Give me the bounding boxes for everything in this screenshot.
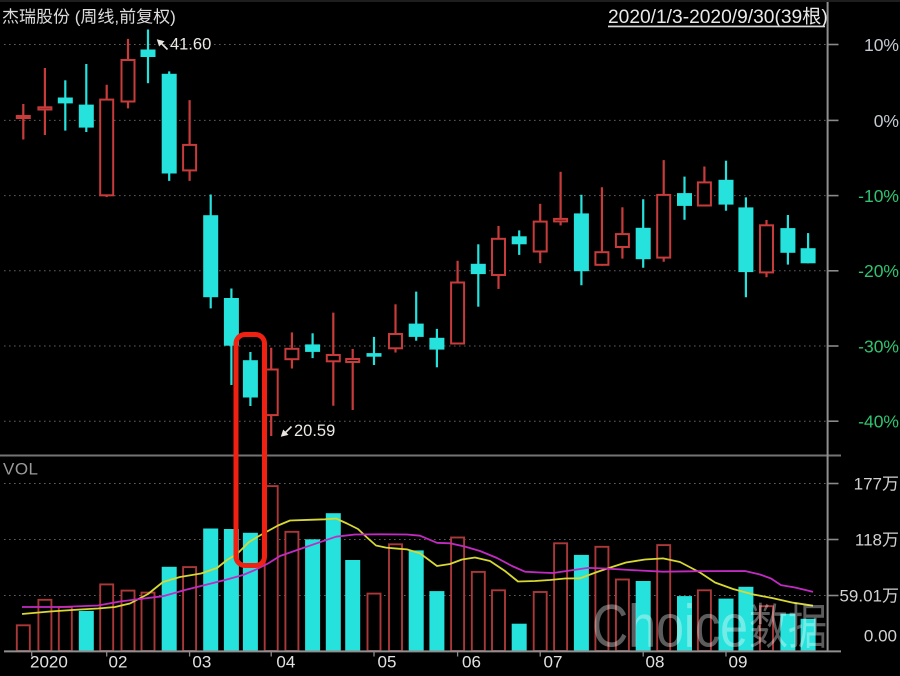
svg-text:05: 05 — [378, 653, 397, 672]
svg-text:06: 06 — [462, 653, 481, 672]
svg-text:0%: 0% — [874, 111, 899, 131]
svg-text:数据: 数据 — [749, 588, 827, 659]
svg-text:2020: 2020 — [30, 653, 68, 672]
svg-text:-40%: -40% — [858, 412, 899, 432]
svg-text:Choice: Choice — [592, 592, 748, 660]
svg-text:08: 08 — [646, 653, 665, 672]
svg-text:41.60: 41.60 — [170, 35, 211, 53]
svg-text:-10%: -10% — [858, 186, 899, 206]
svg-text:20.59: 20.59 — [294, 422, 335, 440]
svg-text:118万: 118万 — [855, 531, 899, 550]
svg-text:0.00: 0.00 — [864, 627, 897, 646]
svg-text:177万: 177万 — [854, 475, 899, 494]
svg-text:03: 03 — [192, 653, 211, 672]
svg-text:04: 04 — [276, 653, 295, 672]
svg-text:07: 07 — [544, 653, 563, 672]
svg-text:59.01万: 59.01万 — [839, 587, 899, 606]
svg-text:2020/1/3-2020/9/30(39根): 2020/1/3-2020/9/30(39根) — [608, 6, 828, 28]
svg-text:09: 09 — [729, 653, 748, 672]
svg-text:-30%: -30% — [858, 336, 899, 356]
svg-text:-20%: -20% — [858, 261, 899, 281]
svg-text:VOL: VOL — [3, 460, 39, 479]
svg-text:02: 02 — [109, 653, 128, 672]
svg-text:杰瑞股份 (周线,前复权): 杰瑞股份 (周线,前复权) — [2, 8, 176, 27]
svg-text:10%: 10% — [864, 35, 899, 55]
